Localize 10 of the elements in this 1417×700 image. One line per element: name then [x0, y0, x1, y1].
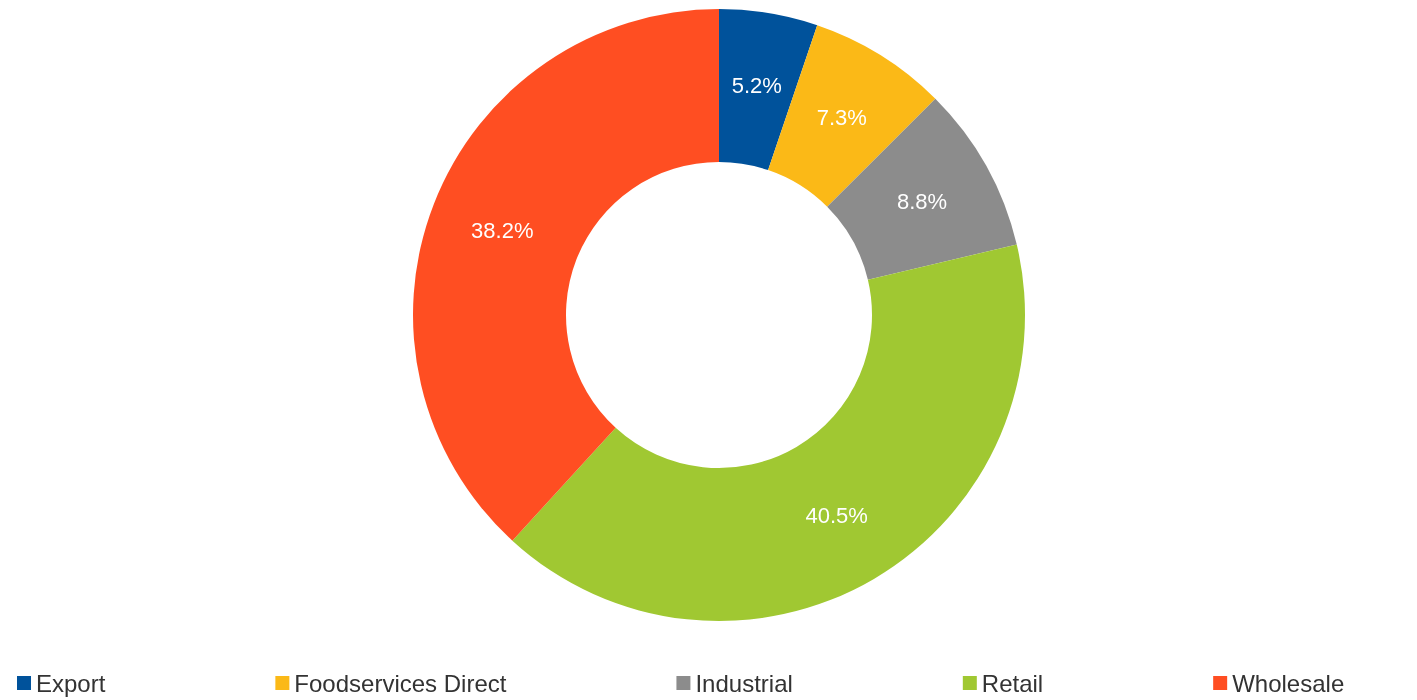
- data-label: 40.5%: [805, 502, 868, 528]
- legend-label: Foodservices Direct: [294, 669, 507, 697]
- data-label: 38.2%: [471, 218, 534, 244]
- data-label: 5.2%: [731, 73, 782, 99]
- data-label: 7.3%: [816, 105, 867, 131]
- data-label: 8.8%: [896, 189, 948, 215]
- legend-label: Retail: [981, 669, 1044, 697]
- legend-label: Export: [36, 669, 106, 697]
- legend-label: Industrial: [695, 669, 793, 697]
- legend-label: Wholesale: [1232, 669, 1345, 697]
